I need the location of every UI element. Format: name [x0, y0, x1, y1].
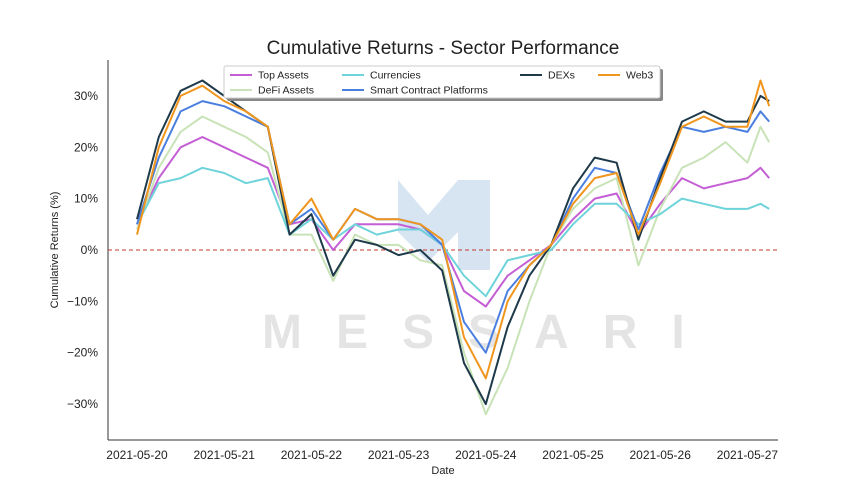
x-tick-label: 2021-05-26 [630, 448, 692, 462]
legend-label: DEXs [548, 70, 575, 82]
y-tick-label: −10% [67, 294, 98, 308]
legend-label: Web3 [626, 70, 653, 82]
x-tick-label: 2021-05-20 [106, 448, 168, 462]
chart-title: Cumulative Returns - Sector Performance [267, 38, 620, 59]
y-tick-label: 30% [74, 89, 98, 103]
legend-label: Currencies [370, 70, 421, 82]
y-tick-labels: −30% −20% −10% 0% 10% 20% 30% [67, 89, 98, 411]
legend-label: DeFi Assets [258, 85, 314, 97]
y-axis-label: Cumulative Returns (%) [49, 192, 61, 309]
x-tick-label: 2021-05-22 [281, 448, 343, 462]
x-tick-label: 2021-05-21 [194, 448, 256, 462]
legend-label: Smart Contract Platforms [370, 85, 488, 97]
x-axis-label: Date [431, 465, 454, 477]
series-lines [136, 79, 771, 416]
watermark-logo-icon [398, 180, 490, 270]
y-tick-label: −30% [67, 397, 98, 411]
y-tick-label: −20% [67, 346, 98, 360]
y-tick-label: 10% [74, 192, 98, 206]
x-tick-label: 2021-05-25 [542, 448, 604, 462]
series-line-top-assets [136, 136, 770, 308]
x-tick-label: 2021-05-24 [455, 448, 517, 462]
series-line-currencies [136, 166, 770, 298]
watermark: MESSARI [262, 180, 719, 359]
series-line-defi-assets [136, 115, 771, 416]
y-tick-label: 20% [74, 140, 98, 154]
x-tick-label: 2021-05-23 [368, 448, 430, 462]
watermark-text: MESSARI [262, 306, 719, 359]
legend-label: Top Assets [258, 70, 309, 82]
x-tick-label: 2021-05-27 [717, 448, 779, 462]
series-line-web3 [136, 79, 771, 380]
legend: Top Assets DeFi Assets Currencies Smart Con… [223, 65, 663, 101]
legend-items: Top Assets DeFi Assets Currencies Smart Con… [230, 70, 653, 97]
x-tick-labels: 2021-05-20 2021-05-21 2021-05-22 2021-05-23… [106, 448, 778, 462]
legend-box [223, 65, 661, 99]
y-tick-label: 0% [81, 243, 99, 257]
